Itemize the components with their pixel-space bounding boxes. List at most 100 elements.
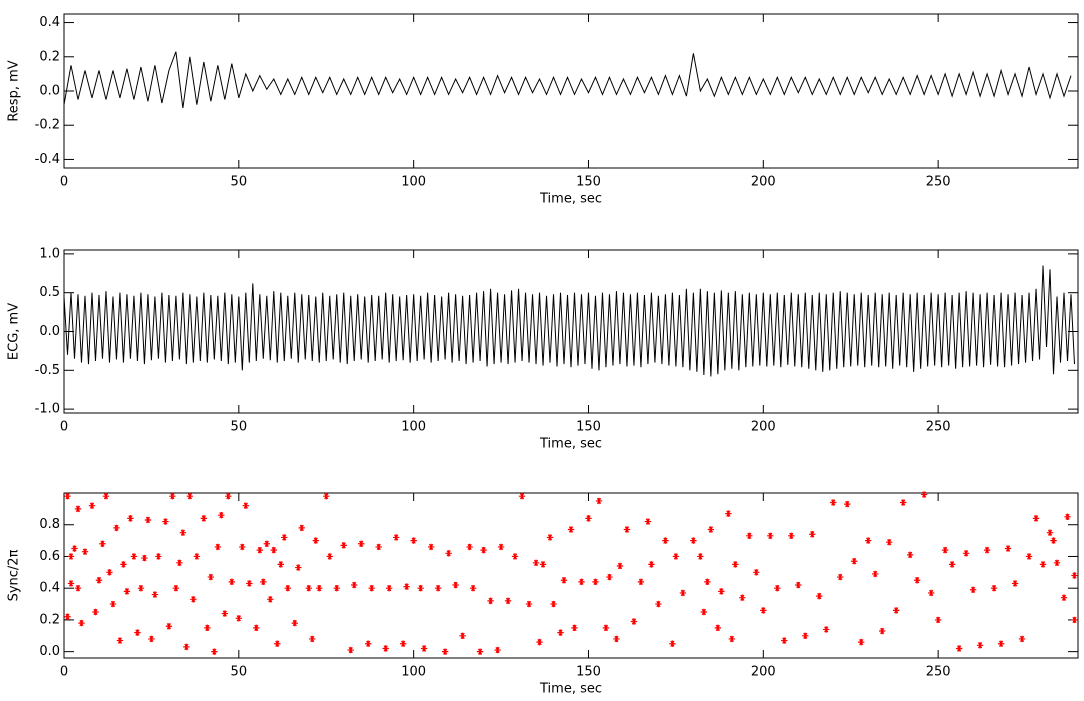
scatter-point — [637, 578, 645, 586]
scatter-point — [955, 645, 963, 652]
scatter-point — [704, 578, 711, 586]
x-tick-label: 150 — [576, 175, 601, 190]
scatter-point — [130, 553, 138, 560]
scatter-point — [816, 592, 823, 600]
scatter-point — [760, 607, 767, 614]
scatter-point — [630, 618, 638, 625]
scatter-point — [1011, 580, 1019, 587]
scatter-point — [253, 624, 260, 632]
y-tick-label: 0.4 — [39, 15, 60, 30]
scatter-point — [309, 635, 316, 643]
scatter-point — [186, 492, 194, 500]
scatter-point — [669, 640, 676, 647]
scatter-point — [263, 540, 270, 547]
scatter-point — [151, 591, 159, 598]
scatter-point — [990, 584, 998, 592]
scatter-point — [872, 570, 879, 578]
y-tick-label: 0.4 — [39, 581, 60, 596]
scatter-point — [274, 640, 281, 647]
scatter-point — [193, 553, 201, 560]
scatter-point — [788, 532, 795, 540]
scatter-point — [64, 492, 71, 500]
x-tick-label: 100 — [401, 420, 426, 435]
scatter-point — [578, 578, 585, 586]
scatter-point — [595, 497, 603, 505]
scatter-point — [277, 561, 284, 568]
scatter-point — [242, 502, 250, 509]
scatter-point — [592, 578, 599, 586]
x-tick-label: 200 — [751, 420, 776, 435]
scatter-point — [81, 548, 89, 555]
scatter-point — [148, 635, 155, 643]
scatter-point — [120, 561, 127, 568]
scatter-point — [410, 537, 417, 544]
scatter-point — [144, 516, 152, 524]
scatter-point — [997, 640, 1005, 647]
scatter-point — [270, 546, 277, 554]
scatter-point — [169, 492, 176, 500]
scatter-point — [165, 623, 173, 630]
scatter-point — [655, 600, 662, 608]
scatter-point — [312, 537, 319, 544]
scatter-point — [567, 526, 575, 533]
scatter-point — [823, 626, 830, 633]
scatter-point — [480, 546, 487, 554]
x-tick-label: 0 — [60, 175, 68, 190]
scatter-point — [326, 553, 333, 560]
scatter-point — [746, 532, 753, 540]
scatter-point — [858, 638, 865, 646]
scatter-point — [690, 537, 697, 544]
x-axis-label: Time, sec — [539, 682, 602, 697]
scatter-point — [906, 551, 914, 559]
scatter-point — [504, 597, 512, 605]
scatter-point — [295, 564, 302, 571]
y-tick-label: 0.6 — [39, 549, 60, 564]
x-tick-label: 250 — [926, 175, 951, 190]
scatter-point — [700, 608, 708, 616]
scatter-point — [920, 491, 928, 498]
scatter-point — [1050, 537, 1057, 544]
scatter-point — [452, 581, 459, 589]
scatter-point — [204, 624, 211, 632]
scatter-point — [672, 553, 680, 560]
scatter-point — [1064, 513, 1071, 520]
scatter-point — [284, 584, 291, 592]
scatter-point — [392, 534, 400, 541]
scatter-point — [525, 600, 533, 608]
y-tick-label: -0.5 — [35, 363, 60, 378]
scatter-point — [648, 561, 655, 568]
scatter-point — [774, 584, 781, 592]
scatter-point — [235, 615, 243, 622]
scatter-point — [365, 640, 372, 647]
scatter-point — [95, 577, 103, 584]
scatter-point — [941, 546, 949, 554]
scatter-point — [679, 589, 687, 597]
x-tick-label: 50 — [231, 665, 248, 680]
scatter-point — [78, 619, 85, 627]
scatter-point — [962, 550, 970, 557]
scatter-point — [662, 537, 669, 544]
scatter-point — [399, 640, 407, 647]
scatter-point — [616, 562, 624, 570]
scatter-point — [441, 648, 449, 655]
scatter-point — [102, 492, 110, 500]
scatter-point — [358, 540, 365, 547]
scatter-point — [844, 500, 851, 508]
scatter-point — [851, 558, 858, 565]
data-line — [63, 51, 1072, 109]
scatter-point — [728, 635, 736, 643]
scatter-point — [305, 584, 312, 592]
scatter-point — [134, 629, 141, 636]
scatter-point — [190, 596, 197, 603]
scatter-point — [172, 584, 180, 592]
scatter-point — [1025, 553, 1033, 560]
scatter-point — [494, 646, 501, 654]
scatter-point — [1004, 545, 1012, 552]
x-tick-label: 150 — [576, 420, 601, 435]
scatter-point — [725, 510, 732, 517]
y-tick-label: 1.0 — [39, 246, 60, 261]
scatter-point — [913, 577, 921, 584]
scatter-point — [403, 583, 410, 590]
y-tick-label: 0.0 — [39, 644, 60, 659]
scatter-point — [225, 492, 232, 500]
